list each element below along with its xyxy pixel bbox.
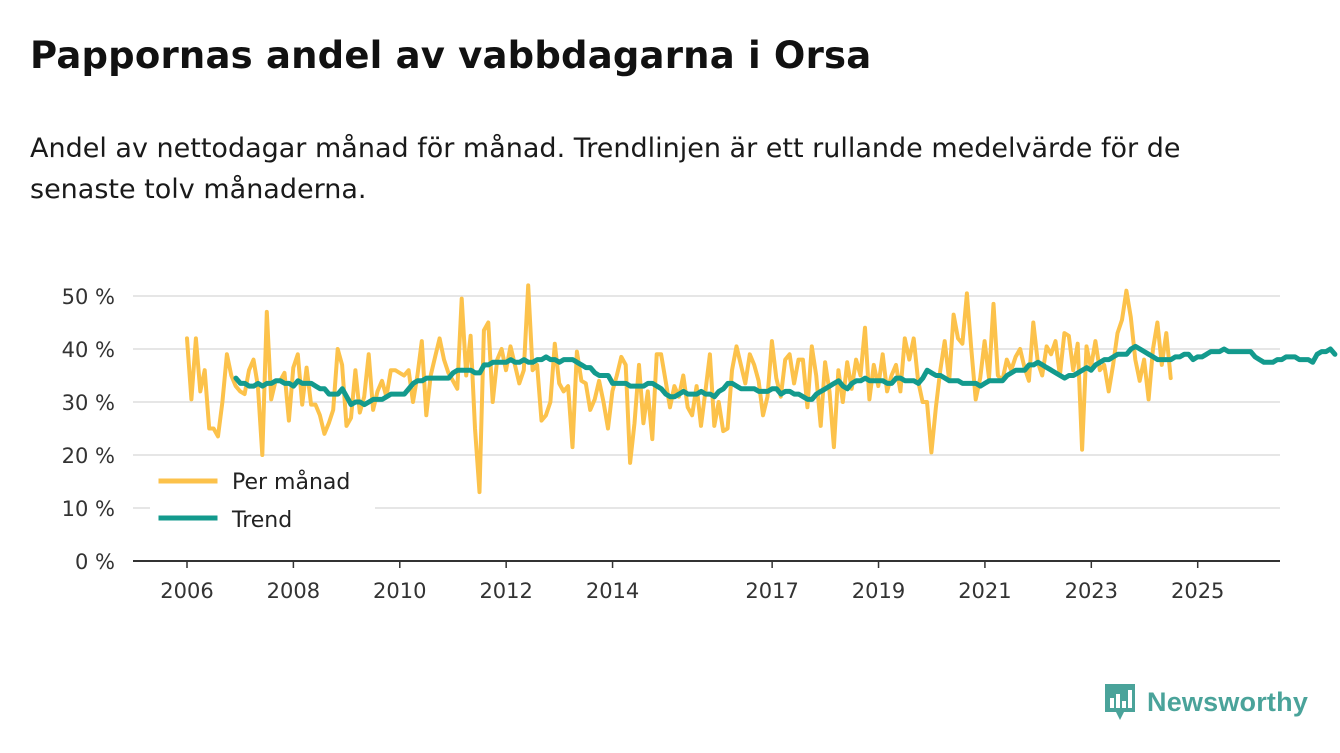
chart-title: Pappornas andel av vabbdagarna i Orsa [30, 34, 872, 77]
chart-subtitle: Andel av nettodagar månad för månad. Tre… [30, 133, 1181, 205]
x-tick-label: 2008 [267, 579, 320, 603]
y-tick-label: 0 % [75, 550, 115, 574]
y-tick-label: 10 % [62, 497, 115, 521]
x-tick-label: 2025 [1171, 579, 1224, 603]
x-tick-label: 2014 [586, 579, 639, 603]
newsworthy-logo-icon [1105, 684, 1135, 720]
y-axis-ticks: 0 % 10 % 20 % 30 % 40 % 50 % [62, 285, 115, 574]
x-axis-ticks: 2006 2008 2010 2012 2014 2017 2019 2021 2023 2025 [160, 561, 1224, 603]
y-tick-label: 50 % [62, 285, 115, 309]
x-tick-label: 2017 [745, 579, 798, 603]
x-tick-label: 2019 [852, 579, 905, 603]
y-tick-label: 20 % [62, 444, 115, 468]
legend-background [150, 458, 375, 540]
x-tick-label: 2012 [479, 579, 532, 603]
series-group [185, 283, 1338, 495]
x-tick-label: 2021 [958, 579, 1011, 603]
legend-label-per-manad: Per månad [232, 469, 350, 495]
x-tick-label: 2023 [1065, 579, 1118, 603]
brand-name: Newsworthy [1147, 686, 1309, 717]
x-tick-label: 2010 [373, 579, 426, 603]
legend: Per månad Trend [150, 458, 375, 540]
newsworthy-logo: Newsworthy [1103, 682, 1308, 722]
y-tick-label: 30 % [62, 391, 115, 415]
series-line-trend [233, 343, 1338, 408]
x-tick-label: 2006 [160, 579, 213, 603]
legend-label-trend: Trend [231, 508, 292, 533]
y-tick-label: 40 % [62, 338, 115, 362]
